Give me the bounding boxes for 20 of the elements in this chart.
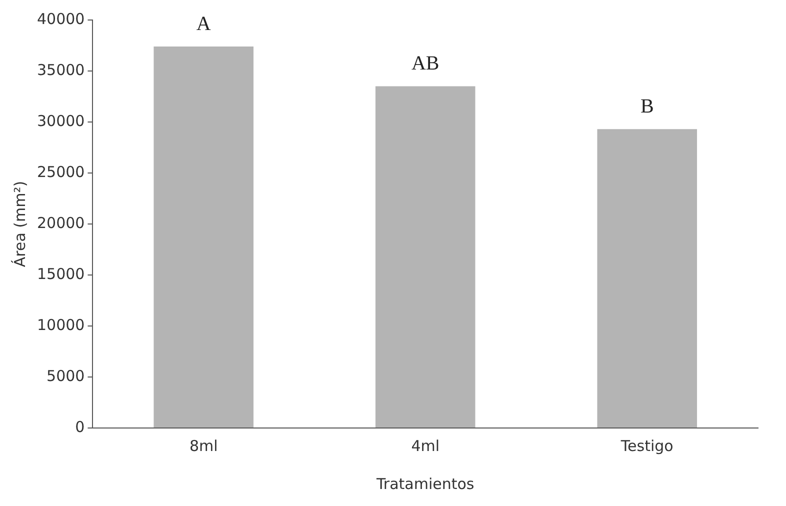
y-tick-label: 20000: [37, 214, 85, 232]
y-tick-label: 10000: [37, 316, 85, 334]
y-tick-label: 25000: [37, 162, 85, 181]
x-tick-label: 4ml: [411, 436, 440, 455]
y-tick-label: 40000: [37, 10, 85, 28]
x-tick-label: 8ml: [189, 436, 218, 455]
annotation: AB: [411, 52, 440, 75]
x-axis-title: Tratamientos: [375, 474, 474, 493]
y-tick-label: 0: [75, 418, 85, 436]
bar: [375, 86, 476, 428]
annotation: A: [196, 12, 212, 35]
bar: [597, 129, 698, 428]
annotation: B: [640, 95, 654, 118]
bar: [154, 46, 254, 428]
y-tick-label: 35000: [37, 60, 85, 79]
y-tick-label: 15000: [37, 264, 85, 283]
y-tick-label: 5000: [46, 366, 85, 385]
y-tick-label: 30000: [37, 112, 85, 130]
y-axis-title: Área (mm²): [10, 180, 29, 268]
x-tick-label: Testigo: [620, 436, 674, 455]
